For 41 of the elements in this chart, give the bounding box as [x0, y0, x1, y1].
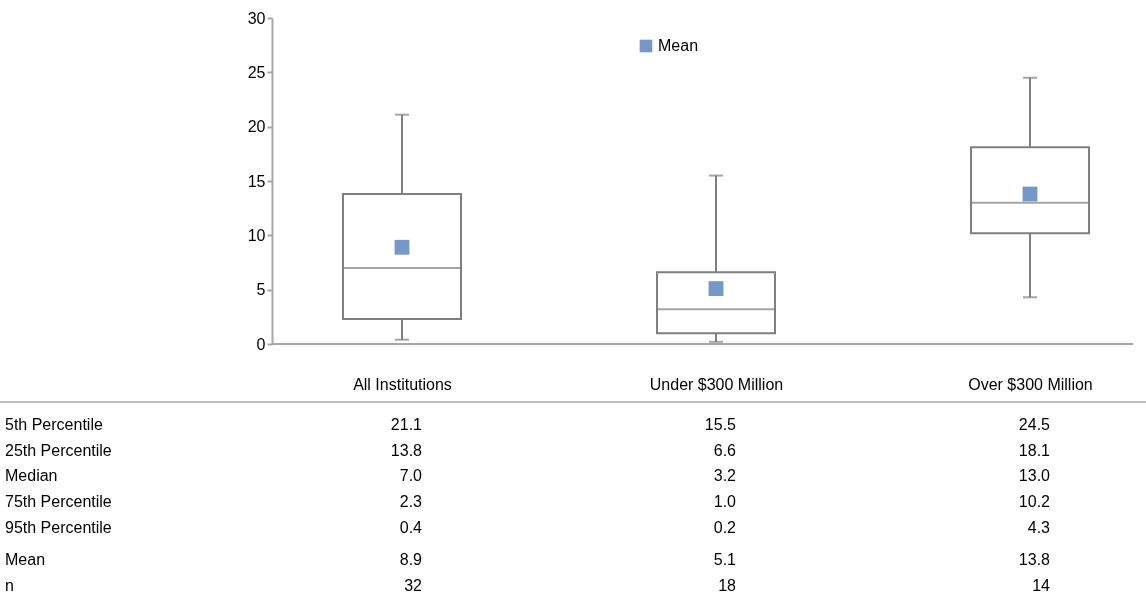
point: [708, 281, 724, 296]
text: 25th Percentile: [5, 442, 112, 459]
y-tick-label: 25: [247, 63, 266, 81]
text: 32: [404, 577, 423, 594]
point: [394, 239, 410, 255]
text: 5th Percentile: [5, 416, 103, 433]
text: 18: [718, 577, 737, 594]
y-tick-label: 20: [247, 118, 266, 136]
data-label: 8.9: [399, 551, 423, 568]
text: Median: [5, 467, 58, 484]
text: 13.8: [390, 442, 423, 459]
x-tick-label: All Institutions: [353, 375, 452, 393]
text: 3.2: [713, 467, 737, 484]
text: 2.3: [399, 493, 423, 510]
y-tick-label: 0: [256, 335, 266, 353]
text: 10.2: [1018, 493, 1051, 510]
text: 21.1: [390, 416, 423, 433]
text: 13.0: [1018, 467, 1051, 484]
data-label: 13.8: [1018, 551, 1051, 568]
y-tick-label: 10: [247, 226, 266, 244]
data-label: 5.1: [713, 551, 737, 568]
text: 14: [1032, 577, 1051, 594]
text: 75th Percentile: [5, 493, 112, 510]
text: 4.3: [1027, 519, 1051, 536]
text: 24.5: [1018, 416, 1051, 433]
text: n: [5, 577, 14, 594]
text: 0.4: [399, 519, 423, 536]
legend-label: Mean: [658, 37, 699, 54]
text: 6.6: [713, 442, 737, 459]
x-tick-label: Under $300 Million: [649, 375, 784, 393]
text: 0.2: [713, 519, 737, 536]
text: 18.1: [1018, 442, 1051, 459]
text: Mean: [5, 551, 46, 568]
x-tick-label: Over $300 Million: [968, 375, 1093, 393]
text: 15.5: [704, 416, 737, 433]
y-tick-label: 15: [247, 172, 266, 190]
text: 95th Percentile: [5, 519, 112, 536]
y-tick-label: 30: [247, 9, 266, 27]
y-tick-label: 5: [256, 281, 266, 299]
text: 1.0: [713, 493, 737, 510]
text: 7.0: [399, 467, 423, 484]
